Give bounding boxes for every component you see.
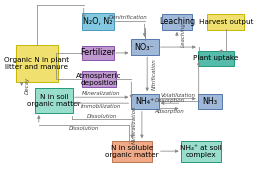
Text: Adsorption: Adsorption [155,109,185,114]
FancyBboxPatch shape [82,71,116,87]
FancyBboxPatch shape [82,46,114,60]
Text: Leaching: Leaching [159,17,195,26]
Text: NH₄⁺ at soil
complex: NH₄⁺ at soil complex [180,145,222,158]
FancyBboxPatch shape [198,51,234,66]
Text: Leaching: Leaching [181,22,186,47]
Text: N in soil
organic matter: N in soil organic matter [27,94,81,107]
Text: Dissolution: Dissolution [69,126,99,131]
Text: Mineralization: Mineralization [82,91,121,96]
FancyBboxPatch shape [207,14,244,30]
FancyBboxPatch shape [198,94,222,109]
Text: Organic N in plant
litter and manure: Organic N in plant litter and manure [4,57,70,70]
FancyBboxPatch shape [131,39,158,55]
FancyBboxPatch shape [16,45,58,82]
Text: Denitrification: Denitrification [109,15,148,20]
FancyBboxPatch shape [181,141,221,162]
Text: Nitrification: Nitrification [152,58,157,90]
Text: Volatilization: Volatilization [161,93,196,98]
Text: NO₃⁻: NO₃⁻ [135,43,154,52]
Text: Plant uptake: Plant uptake [193,55,239,61]
Text: Harvest output: Harvest output [198,19,253,25]
FancyBboxPatch shape [162,14,192,30]
FancyBboxPatch shape [35,88,73,113]
FancyBboxPatch shape [112,141,152,162]
Text: Fertilizer: Fertilizer [80,49,115,57]
FancyBboxPatch shape [82,13,114,30]
Text: N₂O, N₂: N₂O, N₂ [83,17,112,26]
Text: Desorption: Desorption [155,98,185,103]
Text: NH₄⁺: NH₄⁺ [135,97,154,106]
Text: Dissolution: Dissolution [87,114,117,119]
Text: Decay: Decay [24,76,29,94]
Text: Atmospheric
deposition: Atmospheric deposition [76,73,122,86]
Text: NH₃: NH₃ [202,97,217,106]
Text: Immobilization: Immobilization [81,104,122,109]
Text: N in soluble
organic matter: N in soluble organic matter [105,145,159,158]
FancyBboxPatch shape [131,94,158,109]
Text: Mineralization: Mineralization [131,106,136,144]
